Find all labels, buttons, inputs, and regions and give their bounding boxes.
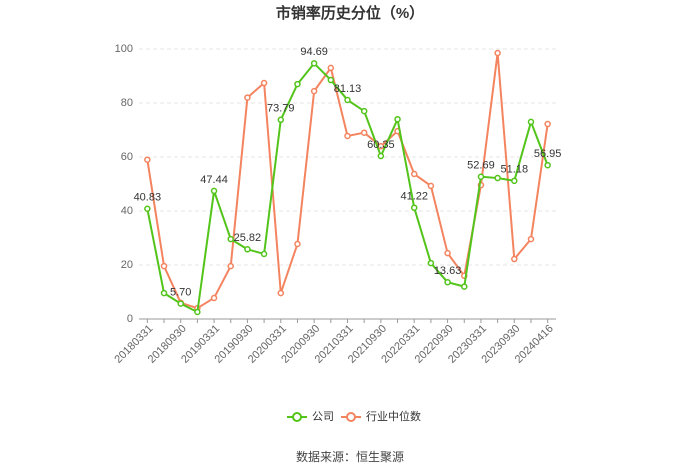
point [160,289,168,297]
y-tick-label: 100 [115,43,133,55]
point [494,49,501,57]
data-label: 52.69 [467,160,495,172]
point [377,142,385,150]
data-label: 56.95 [534,148,562,160]
point [277,289,285,297]
point [544,120,551,128]
point [511,255,518,263]
data-label: 40.83 [134,192,162,204]
point [410,204,418,211]
data-label: 25.82 [234,232,262,244]
legend-label: 行业中位数 [366,409,421,423]
point [544,161,551,169]
point [260,250,268,258]
point [527,235,535,243]
y-tick-label: 20 [121,259,133,271]
data-label: 73.79 [267,103,295,115]
point [210,187,218,195]
point [227,235,234,243]
legend-marker [346,412,356,422]
point [327,76,335,84]
data-label: 51.18 [501,164,529,176]
point [444,278,451,286]
data-label: 94.69 [300,46,328,58]
y-tick-label: 60 [121,151,133,163]
point [494,174,501,182]
y-tick-label: 0 [127,313,133,325]
point [210,294,218,302]
point [327,64,335,72]
point [177,300,184,307]
chart-title: 市销率历史分位（%） [276,4,424,22]
point [444,249,451,257]
point [427,182,435,190]
point [360,129,368,136]
y-tick-label: 80 [121,97,133,109]
data-label: 81.13 [334,83,362,95]
point [511,177,518,185]
point [260,79,268,87]
source: 数据来源：恒生聚源 [296,449,404,464]
point [310,60,318,67]
point [461,283,468,290]
point [344,96,351,104]
point [244,94,251,101]
point [527,118,535,126]
point [344,132,351,140]
point [227,262,234,270]
point [360,107,368,115]
point [310,87,318,95]
point [377,152,385,160]
data-label: 41.22 [400,191,428,203]
point [244,246,251,253]
data-label: 47.44 [200,174,228,186]
data-label: 60.35 [367,139,395,151]
y-tick-label: 40 [121,205,133,217]
point [144,156,151,163]
point [294,80,301,88]
point [294,240,301,248]
point [277,116,285,124]
legend-marker [292,412,302,422]
data-label: 5.70 [170,287,191,299]
point [477,173,485,180]
point [427,259,435,267]
legend-label: 公司 [312,411,334,423]
point [144,205,151,213]
data-label: 13.63 [434,265,462,277]
point [194,308,201,316]
point [160,262,168,270]
point [410,170,418,178]
point [394,115,401,123]
